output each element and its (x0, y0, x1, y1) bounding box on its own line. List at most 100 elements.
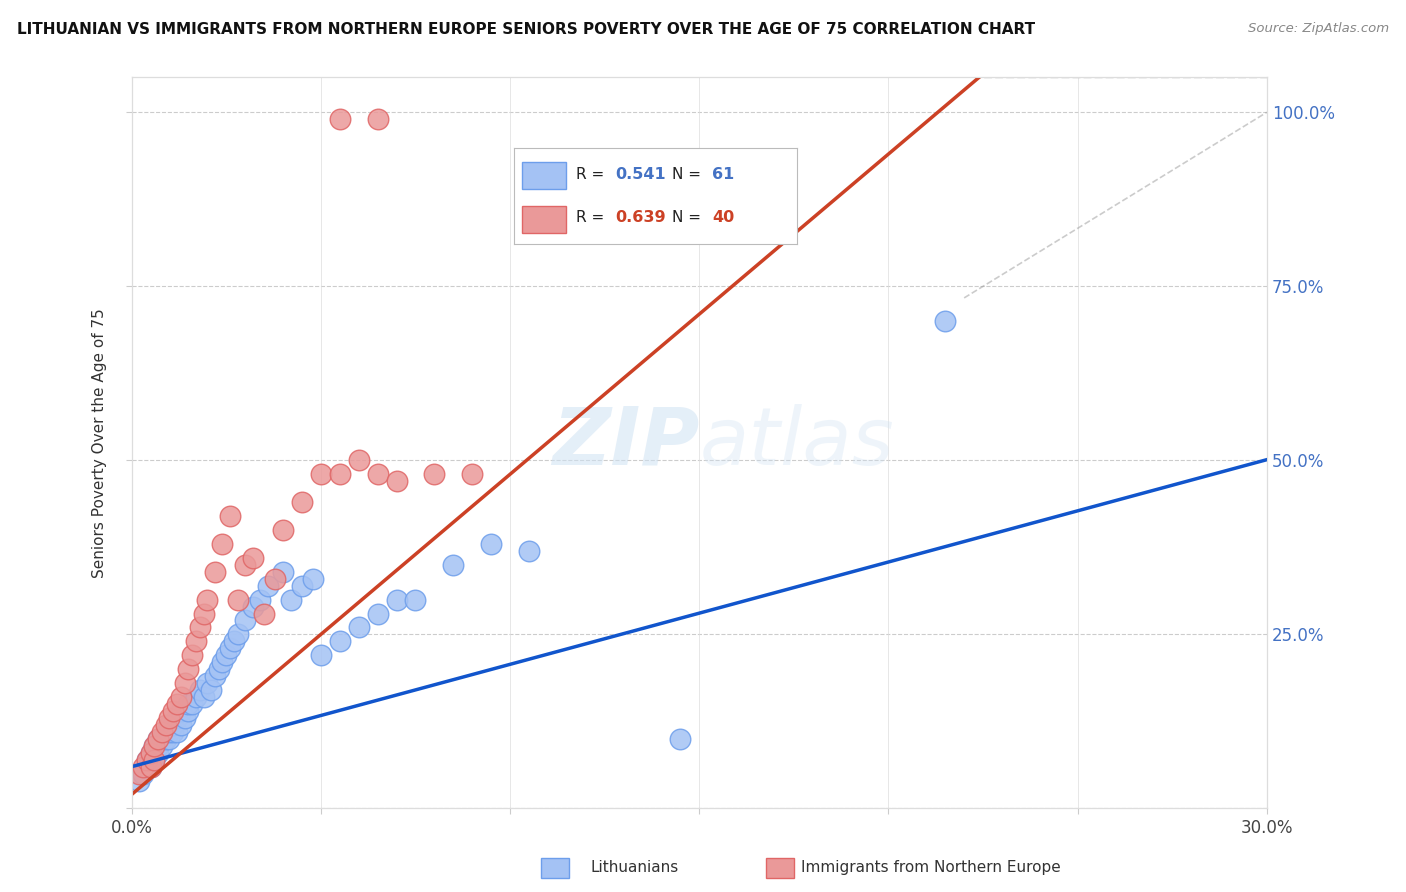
Text: Source: ZipAtlas.com: Source: ZipAtlas.com (1249, 22, 1389, 36)
Point (177, 662, 200, 676)
Point (423, 467, 446, 482)
Text: 40: 40 (711, 210, 734, 225)
Point (385, 474, 408, 488)
Point (385, 592, 408, 607)
Point (302, 572, 325, 586)
Point (128, 766, 150, 780)
Point (208, 662, 231, 676)
Point (162, 718, 184, 732)
Point (166, 697, 188, 711)
Point (184, 634, 207, 648)
Point (128, 773, 150, 788)
Point (188, 683, 211, 698)
Point (181, 648, 204, 663)
Point (184, 690, 207, 704)
Point (200, 683, 222, 698)
FancyBboxPatch shape (522, 161, 565, 188)
Point (280, 592, 302, 607)
Point (479, 537, 502, 551)
Point (170, 704, 193, 718)
Point (253, 607, 276, 621)
Point (135, 753, 157, 767)
Point (441, 558, 464, 572)
Point (204, 565, 226, 579)
Point (150, 731, 173, 746)
Point (204, 669, 226, 683)
Point (271, 523, 294, 537)
Point (143, 753, 166, 767)
Point (461, 467, 484, 482)
Point (135, 759, 157, 773)
Point (159, 724, 181, 739)
Point (132, 766, 155, 780)
Point (367, 467, 389, 482)
Point (517, 544, 540, 558)
Point (309, 467, 332, 482)
Point (146, 731, 169, 746)
Point (211, 655, 233, 669)
Point (329, 112, 352, 127)
Point (249, 592, 271, 607)
Text: 0.541: 0.541 (616, 167, 666, 182)
Point (193, 690, 215, 704)
Point (404, 592, 426, 607)
Text: R =: R = (576, 167, 609, 182)
Point (242, 599, 264, 614)
Point (166, 711, 188, 725)
Point (146, 746, 169, 760)
Point (233, 558, 256, 572)
Point (143, 739, 166, 753)
Text: LITHUANIAN VS IMMIGRANTS FROM NORTHERN EUROPE SENIORS POVERTY OVER THE AGE OF 75: LITHUANIAN VS IMMIGRANTS FROM NORTHERN E… (17, 22, 1035, 37)
Point (170, 690, 193, 704)
Point (291, 495, 314, 509)
Point (146, 739, 169, 753)
Text: N =: N = (672, 210, 706, 225)
Y-axis label: Seniors Poverty Over the Age of 75: Seniors Poverty Over the Age of 75 (93, 308, 107, 578)
Point (222, 634, 245, 648)
Point (155, 731, 177, 746)
Point (233, 614, 256, 628)
Point (139, 759, 162, 773)
Text: Lithuanians: Lithuanians (591, 860, 679, 874)
Point (177, 697, 200, 711)
Point (177, 704, 200, 718)
Point (181, 697, 204, 711)
Point (195, 676, 218, 690)
Point (329, 634, 352, 648)
Point (143, 746, 166, 760)
Point (347, 620, 370, 634)
Point (195, 592, 218, 607)
Point (150, 724, 173, 739)
Text: atlas: atlas (699, 404, 894, 482)
Text: R =: R = (576, 210, 609, 225)
Point (271, 565, 294, 579)
Point (135, 753, 157, 767)
Point (367, 607, 389, 621)
Text: N =: N = (672, 167, 706, 182)
Point (934, 314, 956, 328)
Text: Immigrants from Northern Europe: Immigrants from Northern Europe (801, 860, 1062, 874)
Point (173, 676, 195, 690)
Point (150, 739, 173, 753)
Point (139, 746, 162, 760)
Point (146, 731, 169, 746)
Point (257, 579, 280, 593)
Point (347, 453, 370, 467)
Text: 0.639: 0.639 (616, 210, 666, 225)
Point (170, 718, 193, 732)
Point (139, 753, 162, 767)
Text: ZIP: ZIP (553, 404, 699, 482)
Point (155, 724, 177, 739)
Point (219, 509, 242, 524)
Point (264, 572, 287, 586)
Point (309, 648, 332, 663)
Point (219, 641, 242, 656)
FancyBboxPatch shape (522, 206, 565, 233)
Point (143, 753, 166, 767)
Point (155, 718, 177, 732)
Point (291, 579, 314, 593)
Point (188, 620, 211, 634)
Point (367, 112, 389, 127)
Point (162, 724, 184, 739)
Point (242, 550, 264, 565)
